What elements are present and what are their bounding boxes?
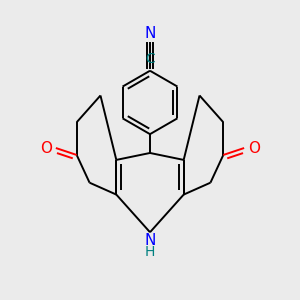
Text: N: N — [144, 26, 156, 41]
Text: O: O — [248, 140, 260, 155]
Text: N: N — [144, 233, 156, 248]
Text: H: H — [145, 245, 155, 259]
Text: O: O — [40, 140, 52, 155]
Text: C: C — [145, 52, 155, 66]
